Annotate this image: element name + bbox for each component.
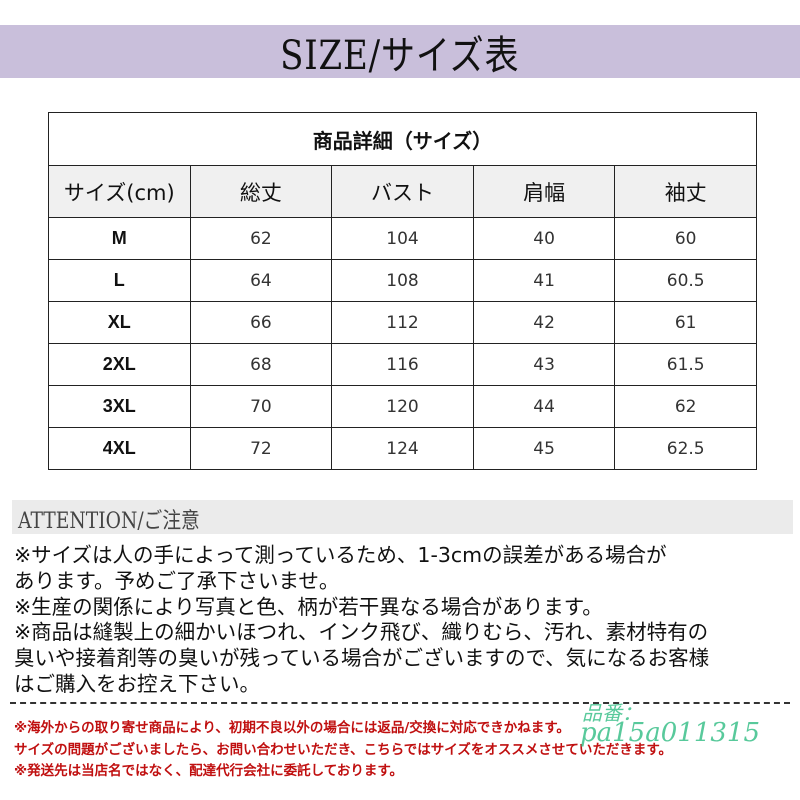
note-line: ※商品は縫製上の細かいほつれ、インク飛び、織りむら、汚れ、素材特有の [14, 620, 709, 645]
measurement-cell: 66 [189, 301, 333, 344]
note-line: 臭いや接着剤等の臭いが残っている場合がございますので、気になるお客様 [14, 646, 710, 671]
measurement-cell: 61.5 [614, 343, 757, 386]
measurement-cell: 44 [472, 385, 616, 428]
measurement-cell: 60.5 [614, 259, 757, 302]
note-line: ※生産の関係により写真と色、柄が若干異なる場合があります。 [14, 594, 603, 619]
measurement-cell: 41 [472, 259, 616, 302]
note-line: はご購入をお控え下さい。 [14, 671, 260, 696]
measurement-cell: 45 [472, 427, 616, 470]
table-caption: 商品詳細（サイズ） [48, 112, 757, 166]
measurement-cell: 42 [472, 301, 616, 344]
column-header: 総丈 [189, 165, 333, 218]
red-notes: ※海外からの取り寄せ商品により、初期不良以外の場合には返品/交換に対応できかねま… [14, 718, 672, 783]
table-row: L 64 108 41 60.5 [48, 259, 757, 302]
table-caption-row: 商品詳細（サイズ） [48, 112, 757, 166]
attention-heading: ATTENTION/ご注意 [18, 509, 200, 534]
column-header: 肩幅 [472, 165, 616, 218]
attention-banner: ATTENTION/ご注意 [12, 500, 793, 534]
title-banner: SIZE/サイズ表 [0, 25, 800, 79]
size-table: 商品詳細（サイズ） サイズ(cm) 総丈 バスト 肩幅 袖丈 M 62 104 40 6… [48, 112, 757, 470]
measurement-cell: 116 [331, 343, 474, 386]
column-header: バスト [331, 165, 474, 218]
table-row: 4XL 72 124 45 62.5 [48, 427, 757, 470]
red-note-line: サイズの問題がございましたら、お問い合わせいただき、こちらではサイズをオススメさ… [14, 741, 672, 758]
measurement-cell: 112 [331, 301, 474, 344]
note-line: ※サイズは人の手によって測っているため、1-3cmの誤差がある場合が [14, 543, 667, 567]
column-header: サイズ(cm) [48, 165, 191, 218]
watermark-label: 品番： [582, 701, 642, 725]
size-label-cell: XL [48, 301, 191, 344]
measurement-cell: 64 [189, 259, 333, 302]
measurement-cell: 70 [189, 385, 333, 428]
attention-notes: ※サイズは人の手によって測っているため、1-3cmの誤差がある場合が あります。… [14, 543, 709, 698]
measurement-cell: 61 [614, 301, 757, 344]
column-header: 袖丈 [614, 165, 757, 218]
measurement-cell: 108 [331, 259, 474, 302]
table-row: M 62 104 40 60 [48, 217, 757, 260]
table-row: 3XL 70 120 44 62 [48, 385, 757, 428]
measurement-cell: 104 [331, 217, 474, 260]
measurement-cell: 43 [472, 343, 616, 386]
measurement-cell: 40 [472, 217, 616, 260]
table-header-row: サイズ(cm) 総丈 バスト 肩幅 袖丈 [48, 165, 757, 218]
page-title: SIZE/サイズ表 [280, 32, 520, 79]
dashed-divider [10, 702, 790, 704]
size-label-cell: 4XL [48, 427, 191, 470]
measurement-cell: 124 [331, 427, 474, 470]
table-row: XL 66 112 42 61 [48, 301, 757, 344]
measurement-cell: 62 [614, 385, 757, 428]
measurement-cell: 120 [331, 385, 474, 428]
measurement-cell: 62 [189, 217, 333, 260]
measurement-cell: 60 [614, 217, 757, 260]
table-row: 2XL 68 116 43 61.5 [48, 343, 757, 386]
size-label-cell: 2XL [48, 343, 191, 386]
red-note-line: ※発送先は当店名ではなく、配達代行会社に委託しております。 [14, 763, 403, 779]
watermark-code: pa15a011315 [580, 718, 760, 748]
note-line: あります。予めご了承下さいませ。 [14, 568, 340, 593]
measurement-cell: 68 [189, 343, 333, 386]
red-note-line: ※海外からの取り寄せ商品により、初期不良以外の場合には返品/交換に対応できかねま… [14, 720, 570, 736]
size-label-cell: 3XL [48, 385, 191, 428]
size-label-cell: L [48, 259, 191, 302]
measurement-cell: 62.5 [614, 427, 757, 470]
measurement-cell: 72 [189, 427, 333, 470]
size-label-cell: M [48, 217, 191, 260]
